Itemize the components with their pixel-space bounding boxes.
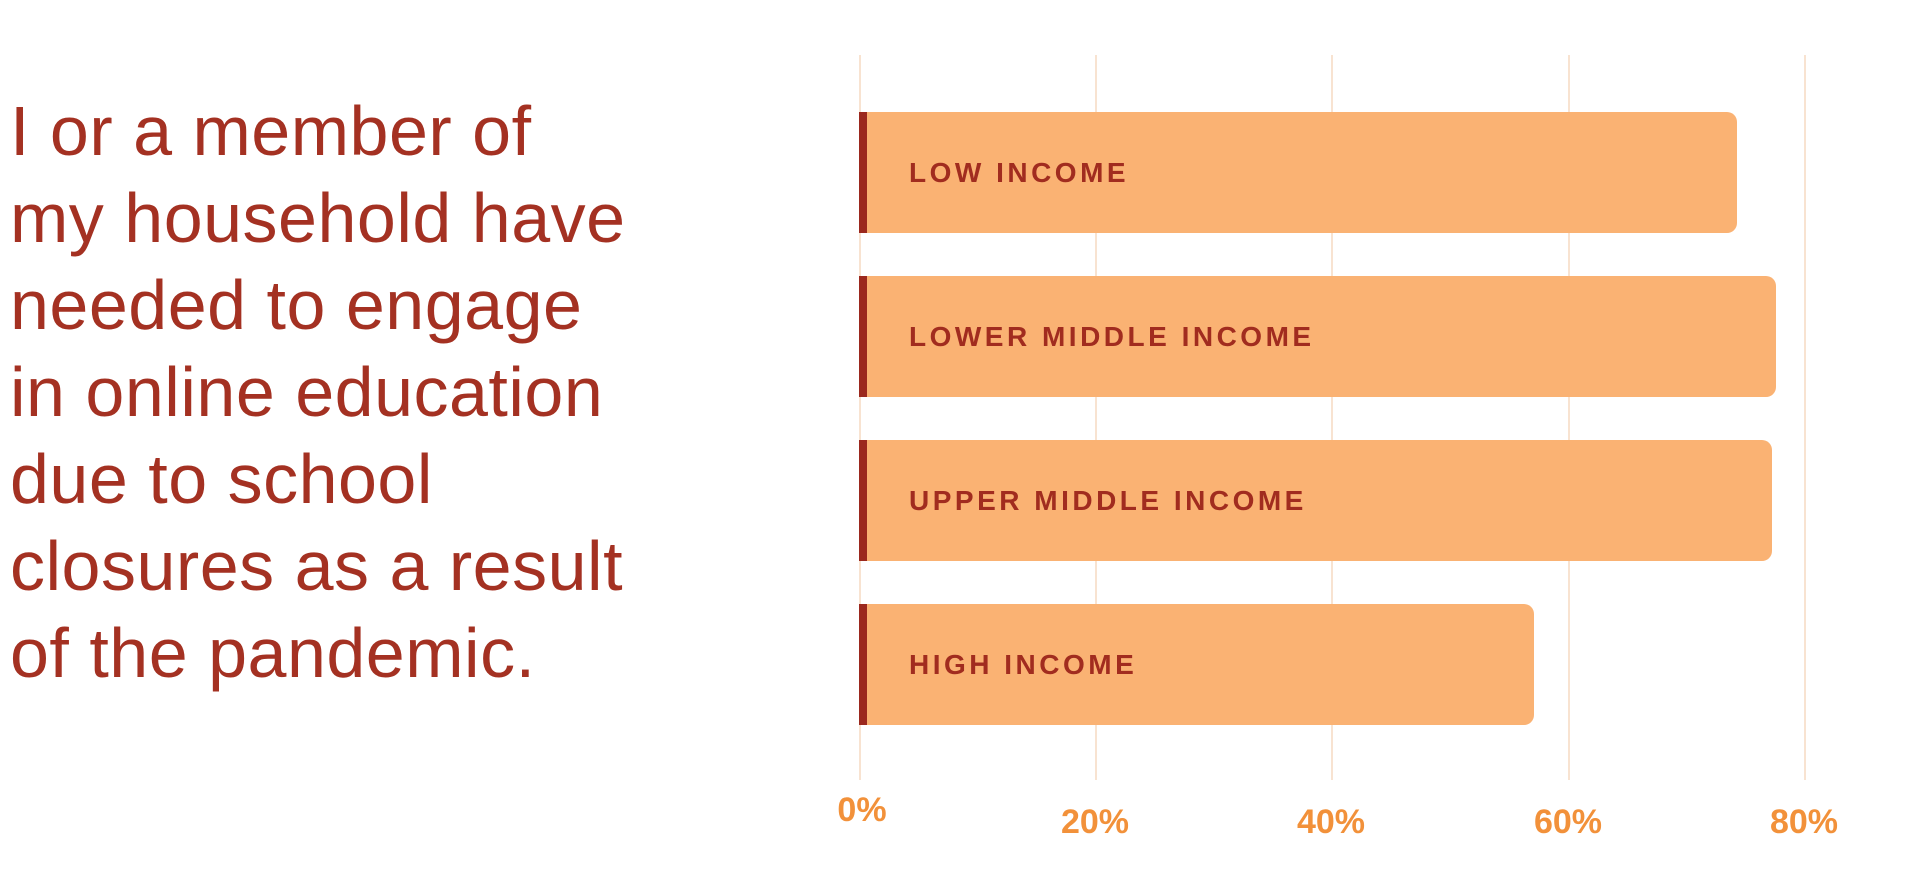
bar-high-income: HIGH INCOME: [859, 604, 1534, 725]
question-line: needed to engage: [10, 266, 583, 344]
bar-label: LOW INCOME: [909, 156, 1130, 188]
x-tick-20: 20%: [1060, 803, 1130, 841]
gridline-0pct: [859, 55, 861, 780]
bar-label: LOWER MIDDLE INCOME: [909, 320, 1315, 352]
bar-label: UPPER MIDDLE INCOME: [909, 484, 1307, 516]
x-tick-60: 60%: [1533, 803, 1603, 841]
question-line: due to school: [10, 440, 433, 518]
x-tick-40: 40%: [1296, 803, 1366, 841]
question-line: my household have: [10, 179, 626, 257]
gridline-60pct: [1568, 55, 1570, 780]
bar-low-income: LOW INCOME: [859, 112, 1737, 233]
bar-upper-middle-income: UPPER MIDDLE INCOME: [859, 440, 1773, 561]
gridline-80pct: [1804, 55, 1806, 780]
bar-axis-edge: [859, 440, 867, 561]
x-tick-0: 0%: [837, 791, 887, 829]
bar-axis-edge: [859, 276, 867, 397]
bar-lower-middle-income: LOWER MIDDLE INCOME: [859, 276, 1776, 397]
gridline-40pct: [1331, 55, 1333, 780]
question-line: in online education: [10, 353, 604, 431]
bar-label: HIGH INCOME: [909, 648, 1138, 680]
gridline-20pct: [1095, 55, 1097, 780]
survey-question-text: I or a member of my household have neede…: [10, 88, 750, 697]
bar-axis-edge: [859, 112, 867, 233]
question-line: I or a member of: [10, 92, 532, 170]
question-line: of the pandemic.: [10, 614, 536, 692]
x-tick-80: 80%: [1769, 803, 1839, 841]
question-line: closures as a result: [10, 527, 624, 605]
bar-axis-edge: [859, 604, 867, 725]
bar-chart: LOW INCOME LOWER MIDDLE INCOME UPPER MID…: [837, 55, 1881, 841]
